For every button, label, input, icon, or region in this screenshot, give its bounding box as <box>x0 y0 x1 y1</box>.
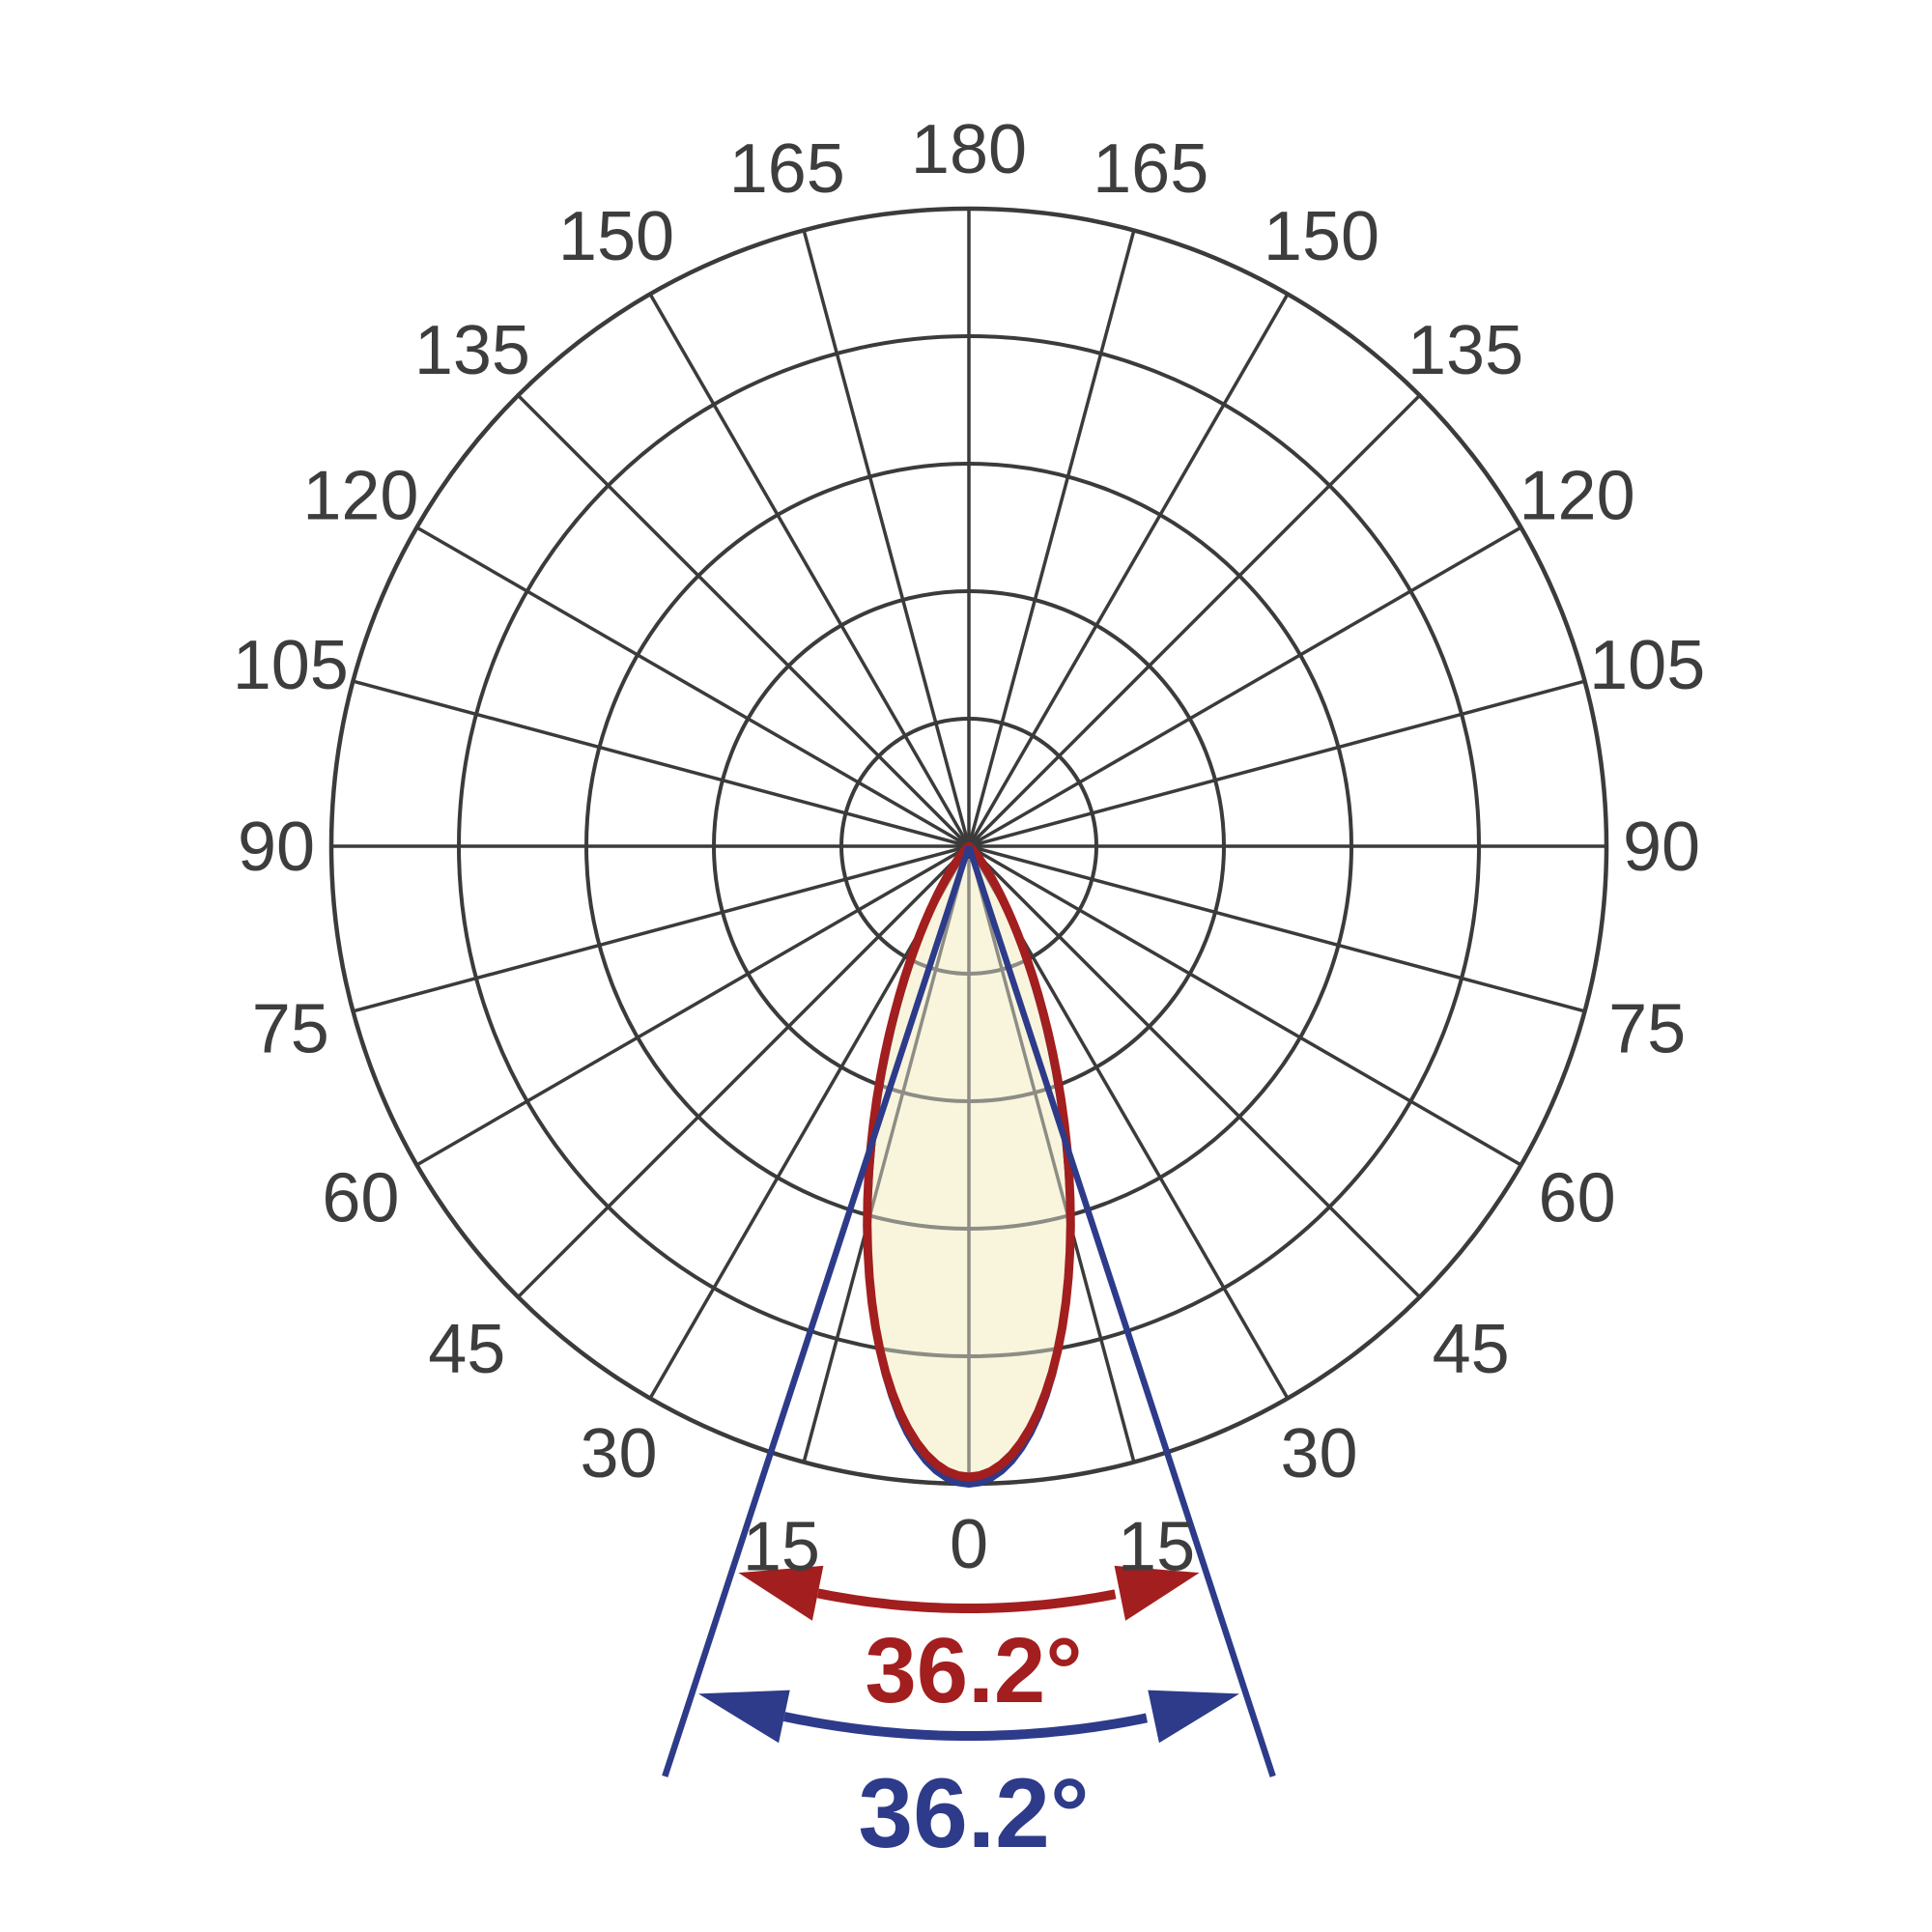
beam-cone-line-left <box>662 844 973 1777</box>
beam-angle-arc-blue <box>698 1690 1239 1744</box>
grid-spoke-135 <box>967 394 1421 848</box>
grid-spoke-120 <box>968 526 1522 848</box>
grid-spoke-240 <box>415 526 970 848</box>
arrowhead-red-right <box>1114 1565 1200 1621</box>
angle-label-30-right: 30 <box>1280 1415 1357 1492</box>
angle-label-15-right: 15 <box>1118 1509 1195 1586</box>
angle-label-75-left: 75 <box>252 990 329 1067</box>
arrowhead-blue-left <box>698 1690 790 1744</box>
inner-grid-spoke-345 <box>867 846 971 1463</box>
angle-label-180-center: 180 <box>911 111 1027 188</box>
grid-spoke-75 <box>968 844 1585 1013</box>
arc-red <box>816 1588 1117 1613</box>
angle-label-90-right: 90 <box>1623 809 1700 886</box>
angle-label-120-left: 120 <box>302 458 418 535</box>
arrowhead-red-left <box>738 1565 824 1621</box>
grid-spoke-315 <box>517 844 971 1298</box>
grid-spoke-105 <box>968 679 1585 848</box>
arrowhead-blue-right <box>1148 1690 1239 1744</box>
angle-label-135-right: 135 <box>1407 312 1523 389</box>
angle-label-90-left: 90 <box>238 809 315 886</box>
grid-spoke-165 <box>967 230 1136 847</box>
arc-blue <box>782 1712 1148 1741</box>
angle-label-165-right: 165 <box>1093 130 1208 208</box>
angle-label-75-right: 75 <box>1608 990 1686 1067</box>
grid-spoke-210 <box>648 293 971 847</box>
grid-spoke-195 <box>802 230 971 847</box>
angle-label-30-left: 30 <box>580 1415 657 1492</box>
angle-label-45-right: 45 <box>1433 1311 1510 1388</box>
angle-label-150-right: 150 <box>1264 198 1379 275</box>
grid-spoke-285 <box>353 844 970 1013</box>
grid-spoke-45 <box>967 844 1421 1298</box>
angle-label-105-right: 105 <box>1589 627 1705 704</box>
grid-spoke-225 <box>517 394 971 848</box>
beam-cone-line-right <box>965 844 1276 1777</box>
grid-spoke-300 <box>415 844 970 1167</box>
grid-spoke-255 <box>353 679 970 848</box>
angle-label-150-left: 150 <box>558 198 674 275</box>
beam-angle-label-blue: 36.2° <box>858 1758 1089 1868</box>
beam-angle-label-red: 36.2° <box>865 1619 1082 1722</box>
angle-label-15-left: 15 <box>743 1509 820 1586</box>
angle-label-105-left: 105 <box>233 627 349 704</box>
angle-label-135-left: 135 <box>414 312 530 389</box>
grid-spoke-150 <box>967 293 1290 847</box>
grid-spoke-60 <box>968 844 1522 1167</box>
angle-label-165-left: 165 <box>729 130 845 208</box>
beam-curve-c0 <box>863 841 1075 1482</box>
angle-label-0-center: 0 <box>950 1506 988 1583</box>
beam-angle-arc-red <box>738 1565 1200 1621</box>
inner-grid-spoke-15 <box>967 846 1071 1463</box>
angle-label-120-right: 120 <box>1520 458 1635 535</box>
angle-label-60-right: 60 <box>1539 1160 1616 1237</box>
angle-label-45-left: 45 <box>428 1311 505 1388</box>
angle-label-60-left: 60 <box>322 1160 399 1237</box>
